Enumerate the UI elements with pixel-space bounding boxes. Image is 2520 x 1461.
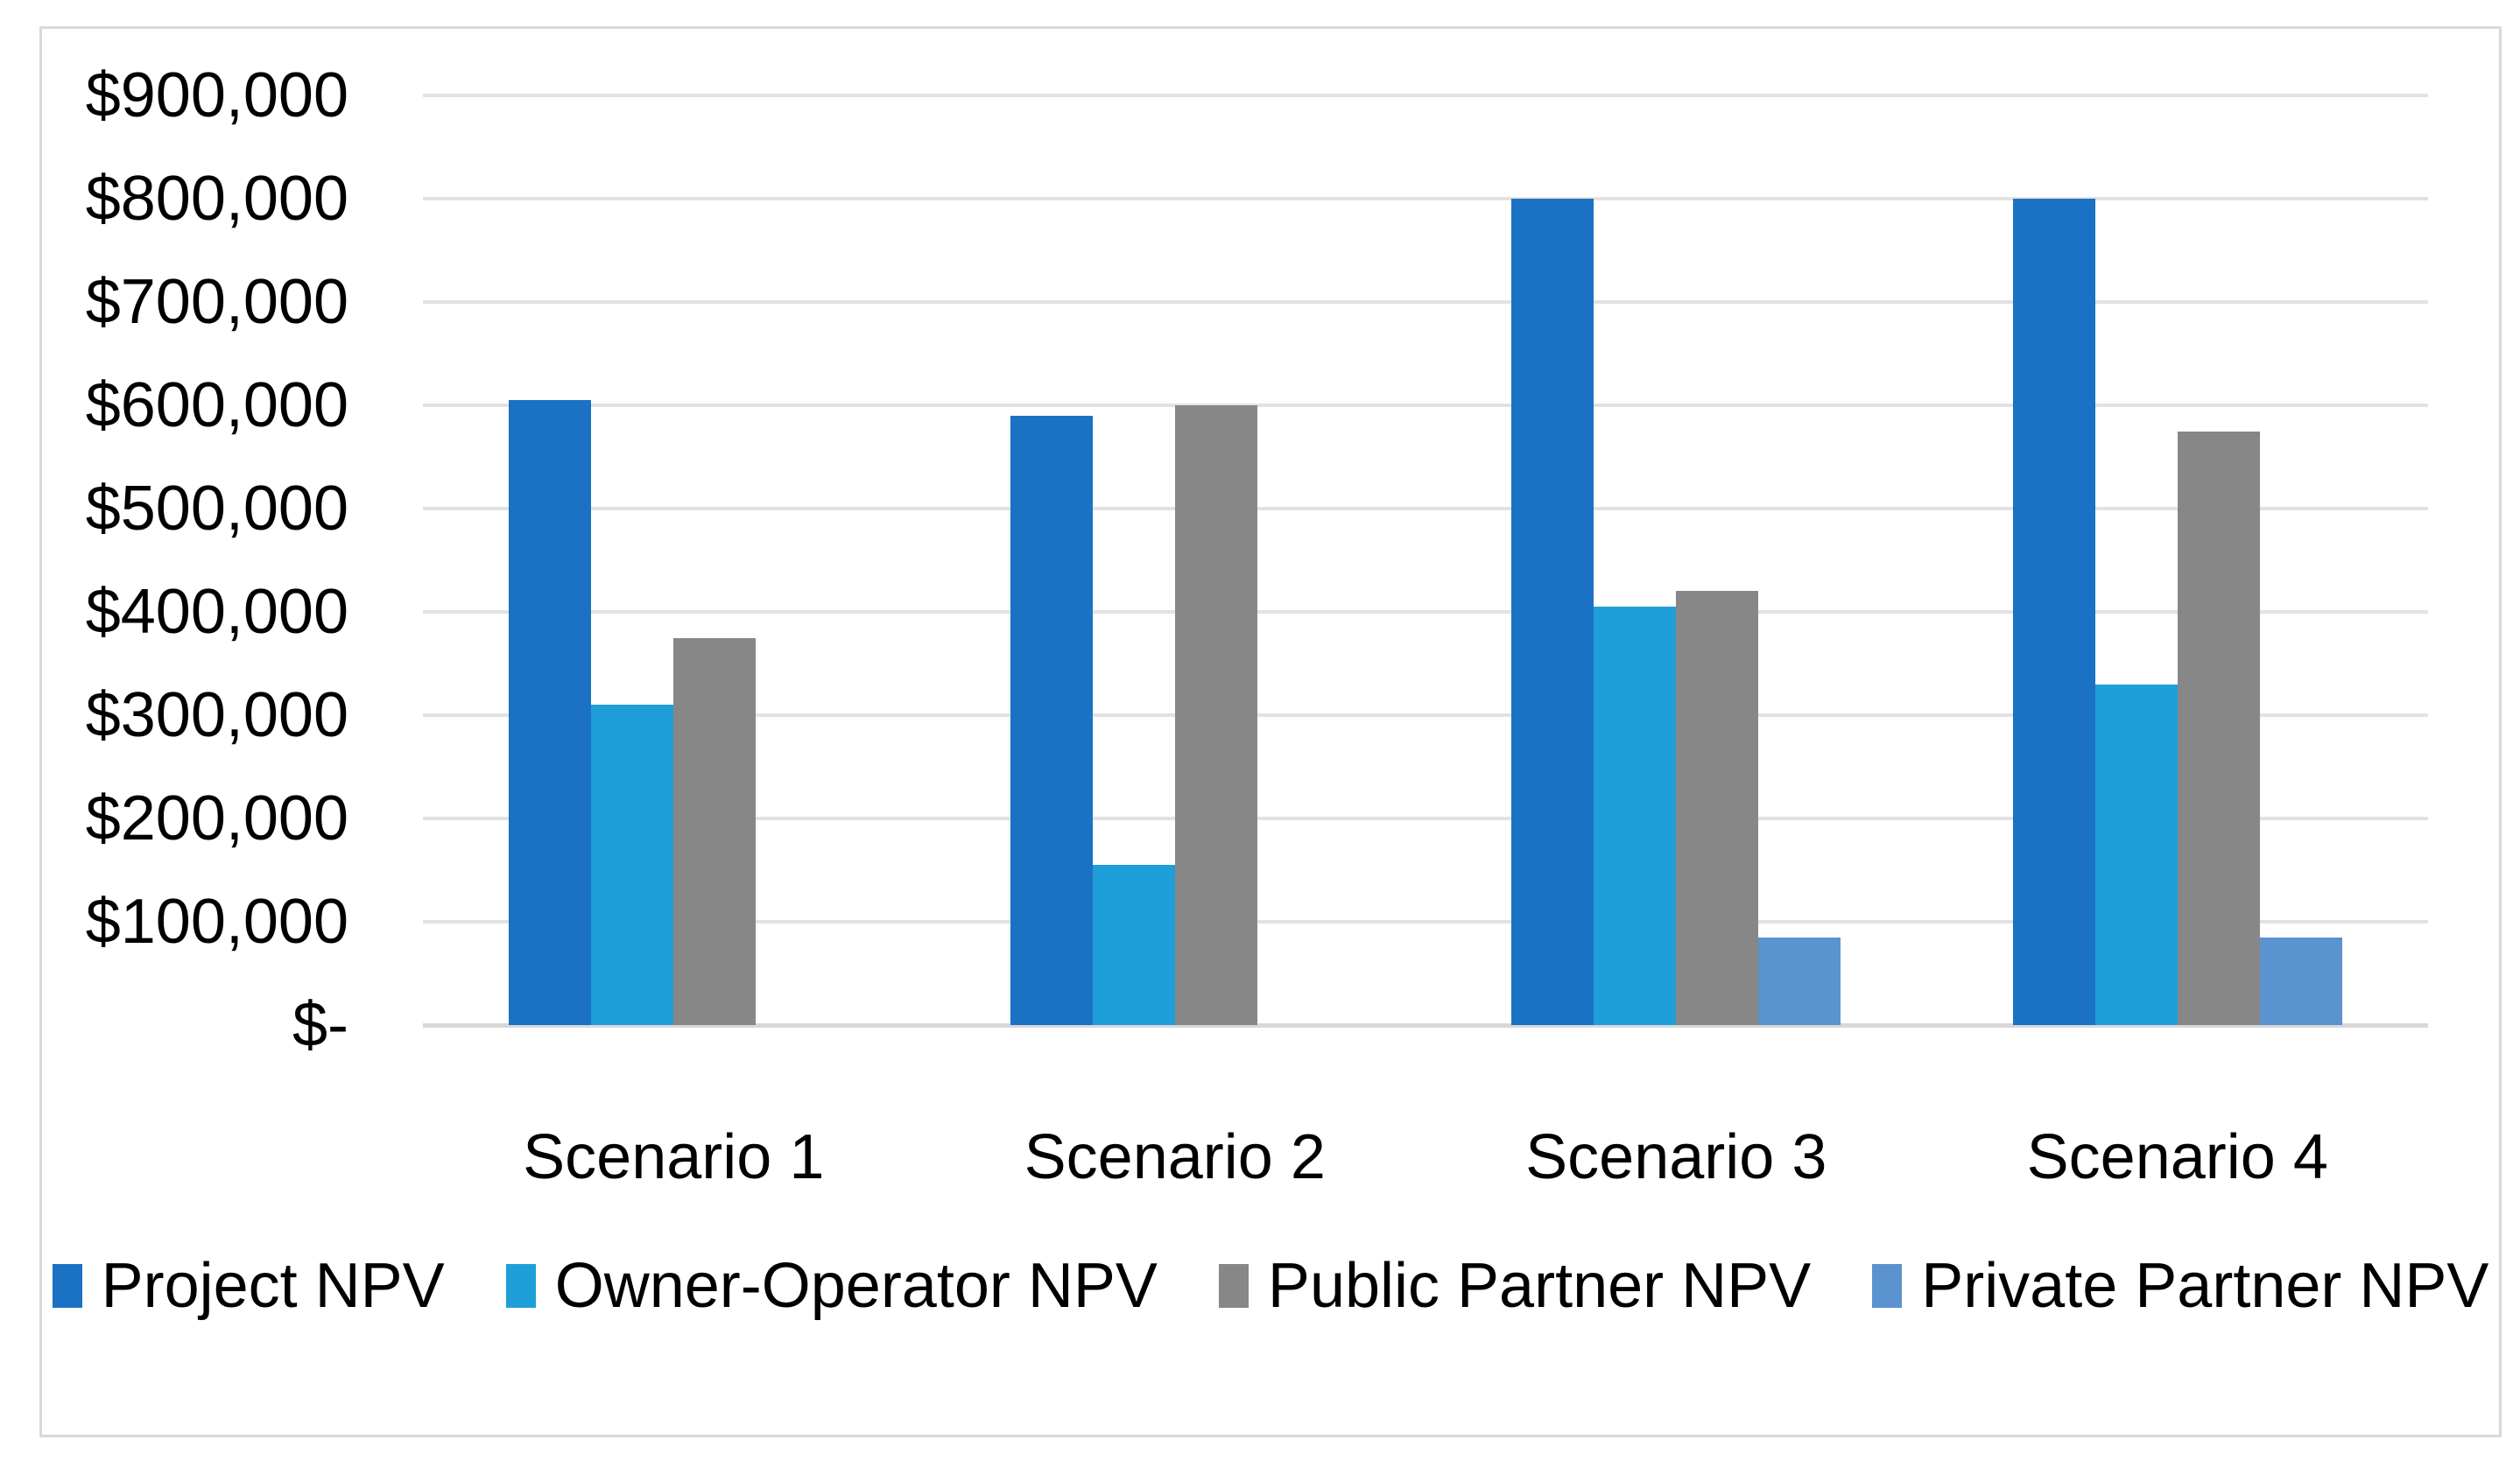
x-axis-category-label: Scenario 2	[1024, 1122, 1326, 1192]
gridline	[423, 197, 2428, 200]
gridline	[423, 817, 2428, 820]
legend-item-owner-operator-npv: Owner-Operator NPV	[505, 1247, 1158, 1325]
legend-label-private-partner-npv: Private Partner NPV	[1921, 1251, 2489, 1321]
bar-private-partner-npv-scenario-4	[2259, 937, 2342, 1025]
gridline	[423, 713, 2428, 717]
legend-label-public-partner-npv: Public Partner NPV	[1267, 1251, 1812, 1321]
y-axis-tick-label: $600,000	[85, 370, 348, 440]
gridline	[423, 94, 2428, 97]
legend-swatch-owner-operator-npv	[505, 1264, 536, 1308]
bar-project-npv-scenario-4	[2012, 199, 2095, 1025]
bar-public-partner-npv-scenario-2	[1174, 405, 1257, 1025]
bar-project-npv-scenario-2	[1010, 415, 1093, 1025]
bar-public-partner-npv-scenario-4	[2177, 431, 2260, 1025]
bar-project-npv-scenario-1	[509, 400, 592, 1025]
gridline	[423, 610, 2428, 614]
y-axis-tick-label: $200,000	[85, 783, 348, 853]
gridline	[423, 920, 2428, 924]
legend-item-project-npv: Project NPV	[52, 1247, 445, 1325]
x-axis-category-label: Scenario 1	[523, 1122, 825, 1192]
bar-owner-operator-npv-scenario-4	[2094, 684, 2178, 1025]
legend-swatch-private-partner-npv	[1872, 1264, 1903, 1308]
y-axis-tick-label: $400,000	[85, 577, 348, 647]
bar-project-npv-scenario-3	[1511, 199, 1594, 1025]
legend-swatch-project-npv	[52, 1264, 82, 1308]
legend-label-project-npv: Project NPV	[101, 1251, 445, 1321]
legend-item-private-partner-npv: Private Partner NPV	[1872, 1247, 2488, 1325]
bar-owner-operator-npv-scenario-1	[591, 705, 674, 1025]
y-axis-tick-label: $800,000	[85, 164, 348, 234]
gridline	[423, 507, 2428, 510]
bar-chart: Project NPV Owner-Operator NPV Public Part…	[39, 26, 2502, 1437]
y-axis-tick-label: $-	[292, 990, 348, 1060]
bar-owner-operator-npv-scenario-2	[1092, 865, 1175, 1025]
bar-public-partner-npv-scenario-3	[1676, 591, 1759, 1025]
x-axis-line	[423, 1023, 2428, 1028]
x-axis-category-label: Scenario 4	[2026, 1122, 2328, 1192]
legend-label-owner-operator-npv: Owner-Operator NPV	[554, 1251, 1158, 1321]
gridline	[423, 404, 2428, 407]
legend: Project NPV Owner-Operator NPV Public Part…	[42, 1238, 2499, 1334]
y-axis-tick-label: $900,000	[85, 60, 348, 130]
x-axis-category-label: Scenario 3	[1525, 1122, 1827, 1192]
y-axis-tick-label: $100,000	[85, 887, 348, 957]
gridline	[423, 300, 2428, 304]
y-axis-tick-label: $700,000	[85, 267, 348, 337]
bar-owner-operator-npv-scenario-3	[1594, 607, 1677, 1025]
bar-private-partner-npv-scenario-3	[1758, 937, 1841, 1025]
y-axis-tick-label: $500,000	[85, 474, 348, 544]
legend-item-public-partner-npv: Public Partner NPV	[1218, 1247, 1812, 1325]
y-axis-tick-label: $300,000	[85, 680, 348, 750]
legend-swatch-public-partner-npv	[1218, 1264, 1249, 1308]
bar-public-partner-npv-scenario-1	[673, 637, 757, 1025]
